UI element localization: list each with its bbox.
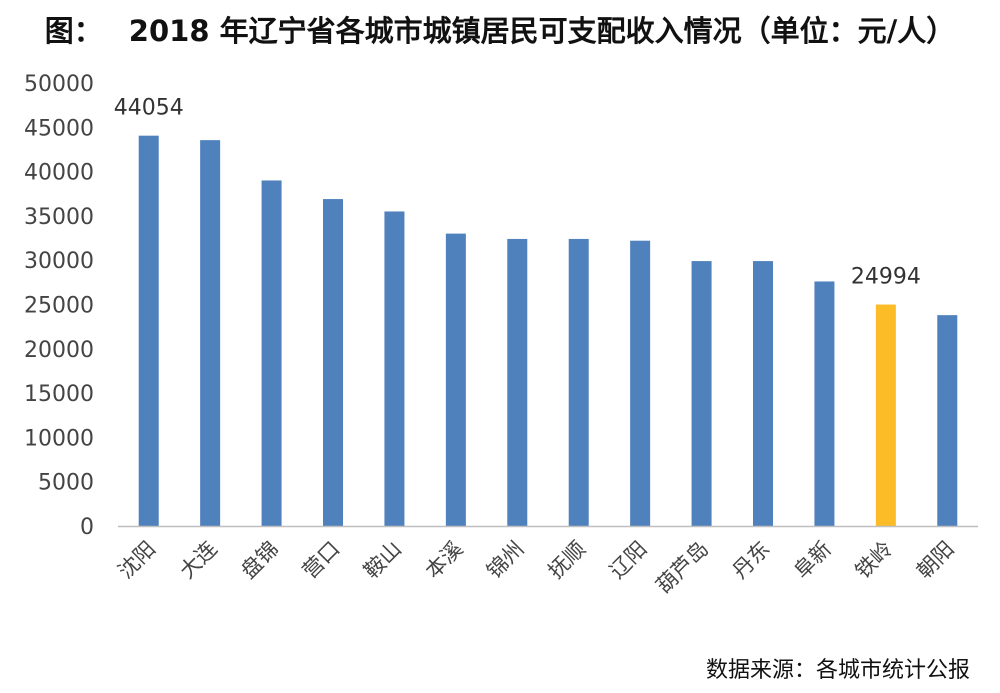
x-tick-label: 营口	[298, 537, 345, 584]
x-tick-label: 铁岭	[851, 537, 898, 584]
bar	[753, 261, 773, 526]
bar	[814, 281, 835, 526]
x-tick-label: 锦州	[482, 537, 529, 584]
y-tick-label: 40000	[24, 161, 94, 186]
y-tick-label: 35000	[24, 205, 94, 230]
bar	[630, 240, 651, 526]
title-text: 2018 年辽宁省各城市城镇居民可支配收入情况（单位：元/人）	[128, 14, 956, 48]
bar	[445, 233, 466, 526]
bar	[568, 238, 589, 526]
x-tick-label: 大连	[175, 537, 222, 584]
bar	[138, 135, 159, 526]
x-tick-label: 抚顺	[544, 537, 591, 584]
bar	[691, 261, 712, 526]
x-tick-label: 鞍山	[359, 537, 406, 584]
y-tick-label: 5000	[38, 471, 94, 496]
x-tick-label: 朝阳	[912, 537, 959, 584]
y-tick-label: 45000	[24, 116, 94, 141]
bar-series	[138, 135, 958, 527]
x-axis-labels: 沈阳 大连 盘锦 营口 鞍山 本溪 锦州 抚顺 辽阳 葫芦岛 丹东 阜新 铁岭 朝阳	[114, 537, 959, 599]
y-tick-label: 30000	[24, 249, 94, 274]
source-note: 数据来源：各城市统计公报	[705, 658, 970, 683]
title-prefix: 图：	[44, 14, 103, 48]
x-tick-label: 沈阳	[114, 537, 161, 584]
y-tick-label: 50000	[24, 72, 94, 97]
data-label: 24994	[851, 265, 921, 290]
y-tick-label: 25000	[24, 294, 94, 319]
data-label: 44054	[114, 96, 184, 121]
x-tick-label: 阜新	[789, 537, 836, 584]
bar	[875, 304, 896, 526]
y-tick-label: 15000	[24, 382, 94, 407]
x-tick-label: 本溪	[421, 537, 468, 584]
bar	[384, 211, 405, 526]
x-tick-label: 盘锦	[236, 537, 283, 584]
bar	[507, 238, 528, 526]
bar	[200, 140, 221, 526]
bar	[323, 199, 343, 527]
y-axis: 0 5000 10000 15000 20000 25000 30000 35000 40000…	[24, 72, 94, 540]
x-tick-label: 葫芦岛	[652, 537, 714, 599]
chart-title: 图： 2018 年辽宁省各城市城镇居民可支配收入情况（单位：元/人）	[0, 8, 1000, 50]
y-tick-label: 20000	[24, 338, 94, 363]
bar	[937, 315, 958, 526]
y-tick-label: 10000	[24, 426, 94, 451]
y-tick-label: 0	[80, 515, 94, 540]
x-tick-label: 丹东	[728, 537, 775, 584]
data-labels: 44054 24994	[114, 96, 921, 290]
x-tick-label: 辽阳	[605, 537, 652, 584]
bar	[261, 180, 282, 526]
